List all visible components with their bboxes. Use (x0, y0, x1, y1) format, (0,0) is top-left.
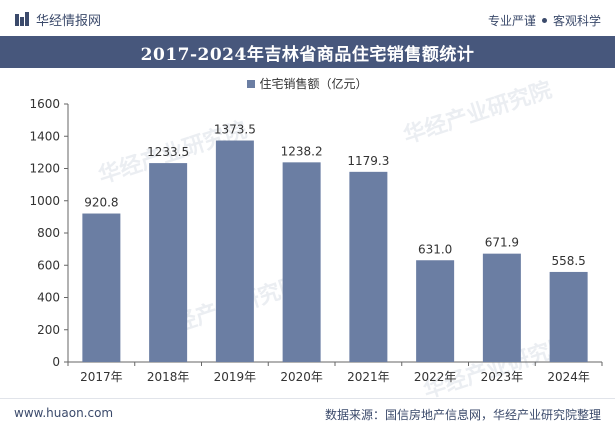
legend-swatch (247, 79, 256, 88)
bar (549, 271, 588, 362)
brand: 华经情报网 (14, 9, 101, 29)
data-label: 631.0 (418, 242, 452, 256)
x-tick-label: 2019年 (214, 370, 257, 384)
bar (282, 162, 321, 362)
y-tick-label: 0 (52, 355, 60, 369)
bar (149, 163, 188, 362)
bar (215, 140, 254, 362)
bar-chart-icon (14, 11, 30, 27)
top-bar: 华经情报网 专业严谨 客观科学 (0, 0, 615, 36)
data-label: 1179.3 (347, 154, 389, 168)
dot-separator (541, 18, 547, 23)
brand-name: 华经情报网 (36, 13, 102, 29)
x-tick-label: 2023年 (481, 370, 524, 384)
y-tick-label: 1000 (29, 194, 60, 208)
data-label: 1373.5 (214, 123, 256, 137)
y-tick-label: 600 (37, 258, 60, 272)
legend-label: 住宅销售额（亿元） (259, 77, 368, 91)
bar (349, 171, 388, 362)
data-label: 1238.2 (281, 144, 323, 158)
data-label: 671.9 (485, 236, 519, 250)
chart-title: 2017-2024年吉林省商品住宅销售额统计 (140, 44, 475, 65)
slogan-right: 客观科学 (552, 14, 601, 28)
x-tick-label: 2017年 (80, 370, 123, 384)
y-tick-label: 200 (37, 323, 60, 337)
footer-source: 数据来源：国信房地产信息网，华经产业研究院整理 (324, 408, 601, 422)
x-tick-label: 2018年 (147, 370, 190, 384)
x-tick-label: 2020年 (280, 370, 323, 384)
x-tick-label: 2022年 (414, 370, 457, 384)
title-bar: 2017-2024年吉林省商品住宅销售额统计 (0, 36, 615, 68)
bar (416, 260, 455, 362)
data-label: 1233.5 (147, 145, 189, 159)
y-tick-label: 800 (37, 226, 60, 240)
y-tick-label: 400 (37, 291, 60, 305)
slogan: 专业严谨 客观科学 (488, 12, 601, 29)
y-tick-label: 1200 (29, 162, 60, 176)
y-tick-label: 1600 (29, 97, 60, 111)
data-label: 558.5 (551, 254, 585, 268)
x-tick-label: 2024年 (547, 370, 590, 384)
footer: www.huaon.com 数据来源：国信房地产信息网，华经产业研究院整理 (0, 398, 615, 427)
bar (482, 253, 521, 362)
x-tick-label: 2021年 (347, 370, 390, 384)
legend: 住宅销售额（亿元） (0, 75, 615, 92)
y-tick-label: 1400 (29, 129, 60, 143)
bar (82, 213, 121, 362)
footer-url: www.huaon.com (14, 406, 114, 420)
data-label: 920.8 (84, 196, 118, 210)
slogan-left: 专业严谨 (487, 14, 536, 28)
